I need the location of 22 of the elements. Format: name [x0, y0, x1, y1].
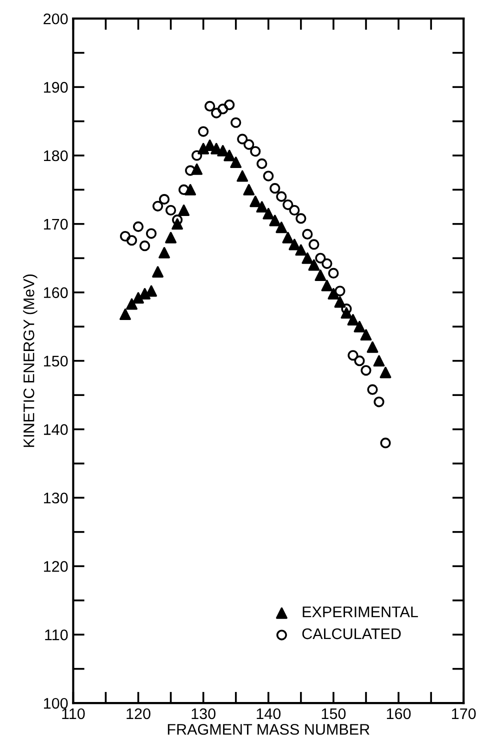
y-tick-label: 200 — [44, 13, 68, 24]
x-tick-label: 120 — [126, 708, 150, 720]
y-tick-label: 100 — [44, 698, 68, 709]
x-tick-label: 140 — [256, 708, 281, 720]
x-tick-label: 170 — [452, 708, 476, 720]
legend-label: CALCULATED — [302, 628, 401, 640]
y-tick-label: 120 — [44, 561, 68, 572]
y-tick-label: 160 — [44, 287, 68, 298]
y-tick-label: 110 — [45, 630, 68, 640]
y-tick-label: 130 — [44, 492, 68, 504]
x-tick-label: 160 — [386, 708, 411, 720]
y-tick-label: 190 — [44, 82, 68, 93]
y-tick-label: 140 — [44, 424, 68, 435]
x-tick-label: 130 — [192, 708, 216, 720]
legend-label: EXPERIMENTAL — [302, 606, 418, 618]
y-tick-label: 150 — [44, 356, 68, 367]
y-tick-label: 180 — [44, 150, 68, 162]
x-tick-label: 150 — [322, 708, 346, 720]
x-tick-label: 110 — [62, 708, 85, 720]
y-axis-title: KINETIC ENERGY (MeV) — [23, 274, 38, 447]
x-axis-title: FRAGMENT MASS NUMBER — [168, 724, 370, 735]
y-tick-label: 170 — [44, 218, 68, 230]
